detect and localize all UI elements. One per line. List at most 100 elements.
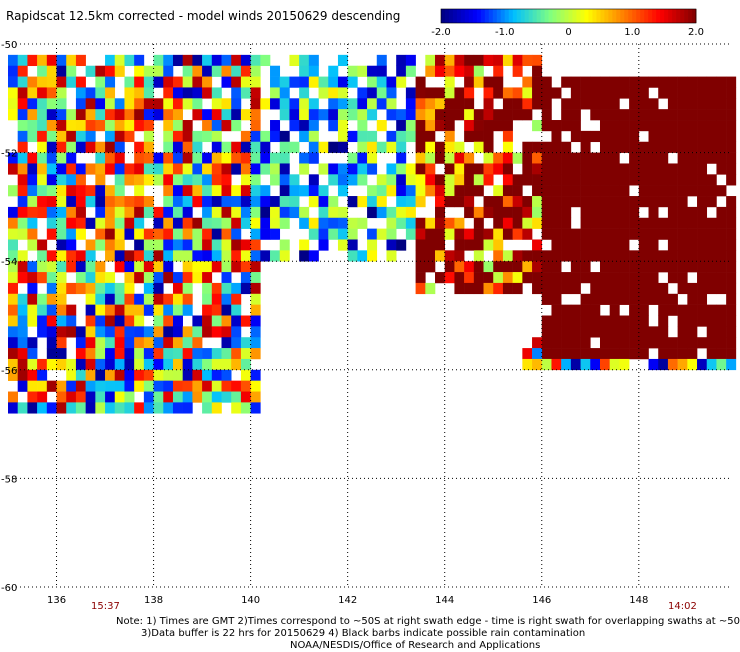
heatmap-cell (541, 163, 552, 175)
heatmap-cell (182, 76, 193, 88)
heatmap-cell (502, 272, 513, 284)
heatmap-cell (8, 293, 18, 305)
heatmap-cell (143, 239, 154, 251)
heatmap-cell (396, 185, 407, 197)
heatmap-cell (114, 65, 125, 77)
heatmap-cell (240, 141, 251, 153)
heatmap-cell (532, 174, 543, 186)
heatmap-cell (172, 239, 183, 251)
heatmap-cell (134, 228, 145, 240)
heatmap-cell (85, 250, 96, 262)
heatmap-cell (202, 261, 213, 273)
heatmap-cell (396, 120, 407, 132)
heatmap-cell (37, 272, 48, 284)
heatmap-cell (697, 206, 708, 219)
heatmap-cell (473, 76, 484, 88)
y-tick-label: -52 (1, 149, 17, 160)
heatmap-cell (37, 206, 48, 219)
heatmap-cell (46, 272, 57, 284)
heatmap-cell (172, 54, 183, 67)
heatmap-cell (172, 337, 183, 349)
heatmap-cell (134, 348, 145, 360)
heatmap-cell (337, 217, 348, 229)
heatmap-cell (570, 261, 581, 273)
colorbar-swatch (616, 9, 621, 23)
heatmap-cell (56, 130, 67, 143)
heatmap-cell (8, 65, 18, 77)
heatmap-cell (85, 141, 96, 153)
heatmap-cell (570, 174, 581, 186)
heatmap-cell (95, 141, 106, 153)
heatmap-cell (541, 87, 552, 99)
heatmap-cell (17, 402, 28, 414)
heatmap-cell (396, 76, 407, 88)
heatmap-cell (134, 337, 145, 349)
heatmap-cell (124, 76, 135, 88)
heatmap-cell (318, 141, 329, 153)
colorbar-swatch (488, 9, 494, 23)
heatmap-cell (66, 380, 77, 392)
heatmap-cell (580, 239, 591, 251)
heatmap-cell (454, 152, 465, 164)
heatmap-cell (473, 272, 484, 284)
heatmap-cell (143, 293, 154, 305)
heatmap-cell (8, 272, 18, 284)
heatmap-cell (105, 326, 116, 338)
heatmap-cell (347, 76, 358, 88)
heatmap-cell (512, 217, 523, 229)
heatmap-cell (270, 76, 281, 88)
heatmap-cell (551, 206, 562, 219)
heatmap-cell (716, 185, 727, 197)
heatmap-cell (75, 282, 86, 295)
heatmap-cell (716, 152, 727, 164)
heatmap-cell (95, 369, 106, 381)
heatmap-cell (580, 217, 591, 229)
heatmap-cell (541, 261, 552, 273)
heatmap-cell (357, 98, 368, 110)
heatmap-cell (386, 76, 397, 88)
heatmap-cell (182, 380, 193, 392)
heatmap-cell (279, 217, 290, 229)
heatmap-cell (211, 369, 222, 381)
heatmap-cell (415, 217, 426, 229)
heatmap-cell (697, 239, 708, 251)
heatmap-cell (415, 109, 426, 121)
heatmap-cell (512, 196, 523, 208)
heatmap-cell (425, 65, 436, 77)
heatmap-cell (114, 54, 125, 67)
heatmap-cell (599, 185, 610, 197)
heatmap-cell (687, 250, 698, 262)
heatmap-cell (124, 98, 135, 110)
heatmap-cell (561, 228, 572, 240)
heatmap-cell (648, 174, 659, 186)
heatmap-cell (454, 185, 465, 197)
heatmap-cell (105, 282, 116, 295)
heatmap-cell (105, 206, 116, 219)
heatmap-cell (667, 76, 678, 88)
heatmap-cell (473, 163, 484, 175)
heatmap-cell (522, 76, 533, 88)
heatmap-cell (493, 228, 504, 240)
heatmap-cell (17, 326, 28, 338)
heatmap-cell (590, 163, 601, 175)
heatmap-cell (619, 239, 630, 251)
heatmap-cell (289, 120, 300, 132)
heatmap-cell (260, 217, 271, 229)
heatmap-cell (726, 130, 737, 143)
heatmap-cell (211, 228, 222, 240)
heatmap-cell (667, 141, 678, 153)
heatmap-cell (590, 174, 601, 186)
heatmap-cell (570, 98, 581, 110)
heatmap-cell (561, 163, 572, 175)
heatmap-cell (532, 65, 543, 77)
heatmap-cell (270, 98, 281, 110)
heatmap-cell (726, 174, 737, 186)
heatmap-cell (182, 152, 193, 164)
heatmap-cell (8, 315, 18, 327)
heatmap-cell (609, 272, 620, 284)
heatmap-cell (308, 196, 319, 208)
heatmap-cell (687, 315, 698, 327)
heatmap-cell (270, 163, 281, 175)
heatmap-cell (95, 174, 106, 186)
heatmap-cell (134, 326, 145, 338)
